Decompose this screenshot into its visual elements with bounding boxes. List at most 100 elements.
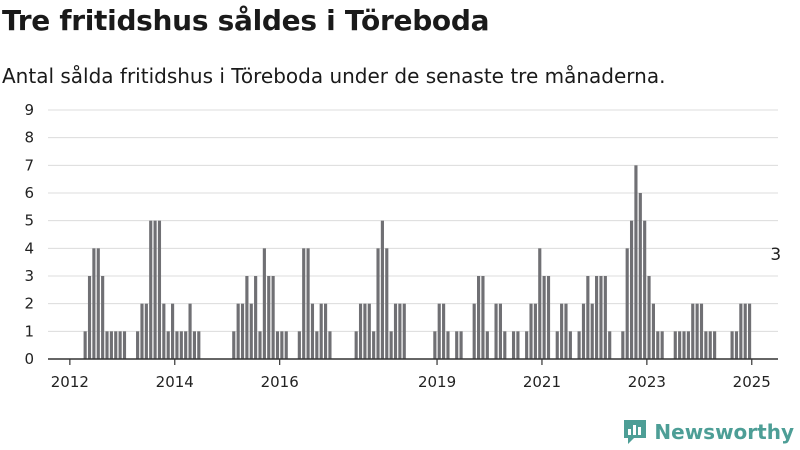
bar xyxy=(306,248,310,359)
y-tick-label: 9 xyxy=(24,101,34,119)
chart-subtitle: Antal sålda fritidshus i Töreboda under … xyxy=(2,64,666,88)
bar xyxy=(446,331,450,359)
bar xyxy=(153,220,157,359)
x-tick-label: 2019 xyxy=(418,373,456,391)
bar xyxy=(188,303,192,359)
bar xyxy=(245,276,249,359)
bar xyxy=(603,276,607,359)
bar xyxy=(682,331,686,359)
bar xyxy=(275,331,280,359)
bar xyxy=(555,331,559,359)
y-tick-label: 3 xyxy=(24,267,34,285)
bar xyxy=(660,331,664,359)
bar xyxy=(271,276,275,359)
bar xyxy=(319,303,323,359)
bar xyxy=(267,276,271,359)
bar xyxy=(678,331,682,359)
bar xyxy=(608,331,612,359)
bar xyxy=(472,303,476,359)
bar xyxy=(477,276,481,359)
bar xyxy=(647,276,651,359)
bar xyxy=(581,303,586,359)
bar xyxy=(149,220,153,359)
x-axis: 2012 2014 2016 2019 2021 2023 2025 xyxy=(48,358,778,391)
brand-name: Newsworthy xyxy=(654,420,794,444)
bar xyxy=(402,303,406,359)
y-tick-label: 2 xyxy=(24,295,34,313)
bar xyxy=(380,220,384,359)
y-tick-label: 0 xyxy=(24,350,34,368)
bar xyxy=(595,276,599,359)
x-tick-label: 2014 xyxy=(156,373,194,391)
bar xyxy=(249,303,253,359)
bar xyxy=(542,276,546,359)
bar xyxy=(262,248,266,359)
gridlines xyxy=(48,109,778,332)
bar xyxy=(393,303,398,359)
bar xyxy=(503,331,507,359)
y-axis: 0 1 2 3 4 5 6 7 8 9 xyxy=(24,101,34,368)
bar xyxy=(656,331,660,359)
bar xyxy=(175,331,179,359)
bar xyxy=(197,331,201,359)
bar xyxy=(328,331,332,359)
bar xyxy=(525,331,529,359)
bar xyxy=(240,303,245,359)
bar xyxy=(166,331,170,359)
bar xyxy=(560,303,564,359)
bar xyxy=(634,165,638,359)
bar xyxy=(455,331,459,359)
bar xyxy=(109,331,113,359)
bar xyxy=(568,331,572,359)
bar xyxy=(310,303,315,359)
bar xyxy=(691,303,695,359)
bar xyxy=(699,303,704,359)
bar xyxy=(315,331,319,359)
y-tick-label: 1 xyxy=(24,322,34,340)
bar xyxy=(376,248,380,359)
bar xyxy=(372,331,376,359)
bar xyxy=(743,303,747,359)
bar xyxy=(708,331,712,359)
bar xyxy=(254,276,258,359)
bar xyxy=(92,248,96,359)
bar xyxy=(564,303,568,359)
bar xyxy=(577,331,581,359)
bar xyxy=(83,331,87,359)
bar xyxy=(118,331,122,359)
y-tick-label: 6 xyxy=(24,184,34,202)
bar xyxy=(385,248,389,359)
bar xyxy=(651,303,655,359)
bars xyxy=(83,165,752,359)
bar xyxy=(625,248,629,359)
bar xyxy=(284,331,288,359)
bar xyxy=(638,193,642,359)
data-labels: 3 xyxy=(770,245,781,265)
bar xyxy=(324,303,328,359)
bar xyxy=(586,276,590,359)
bar xyxy=(358,303,363,359)
bar xyxy=(599,276,603,359)
bar xyxy=(236,303,240,359)
y-tick-label: 8 xyxy=(24,129,34,147)
bar xyxy=(695,303,699,359)
bar xyxy=(734,331,739,359)
x-tick-label: 2012 xyxy=(51,373,89,391)
bar xyxy=(232,331,236,359)
y-tick-label: 4 xyxy=(24,239,34,257)
bar xyxy=(179,331,183,359)
bar xyxy=(739,303,743,359)
x-tick-label: 2025 xyxy=(733,373,771,391)
x-tick-label: 2023 xyxy=(628,373,666,391)
bar xyxy=(442,303,446,359)
y-tick-label: 5 xyxy=(24,212,34,230)
bar xyxy=(354,331,358,359)
bar xyxy=(590,303,594,359)
bar xyxy=(546,276,551,359)
bar xyxy=(367,303,371,359)
bar xyxy=(498,303,502,359)
bar xyxy=(162,303,166,359)
bar xyxy=(157,220,162,359)
bar xyxy=(713,331,717,359)
newsworthy-brand: Newsworthy xyxy=(622,418,794,446)
